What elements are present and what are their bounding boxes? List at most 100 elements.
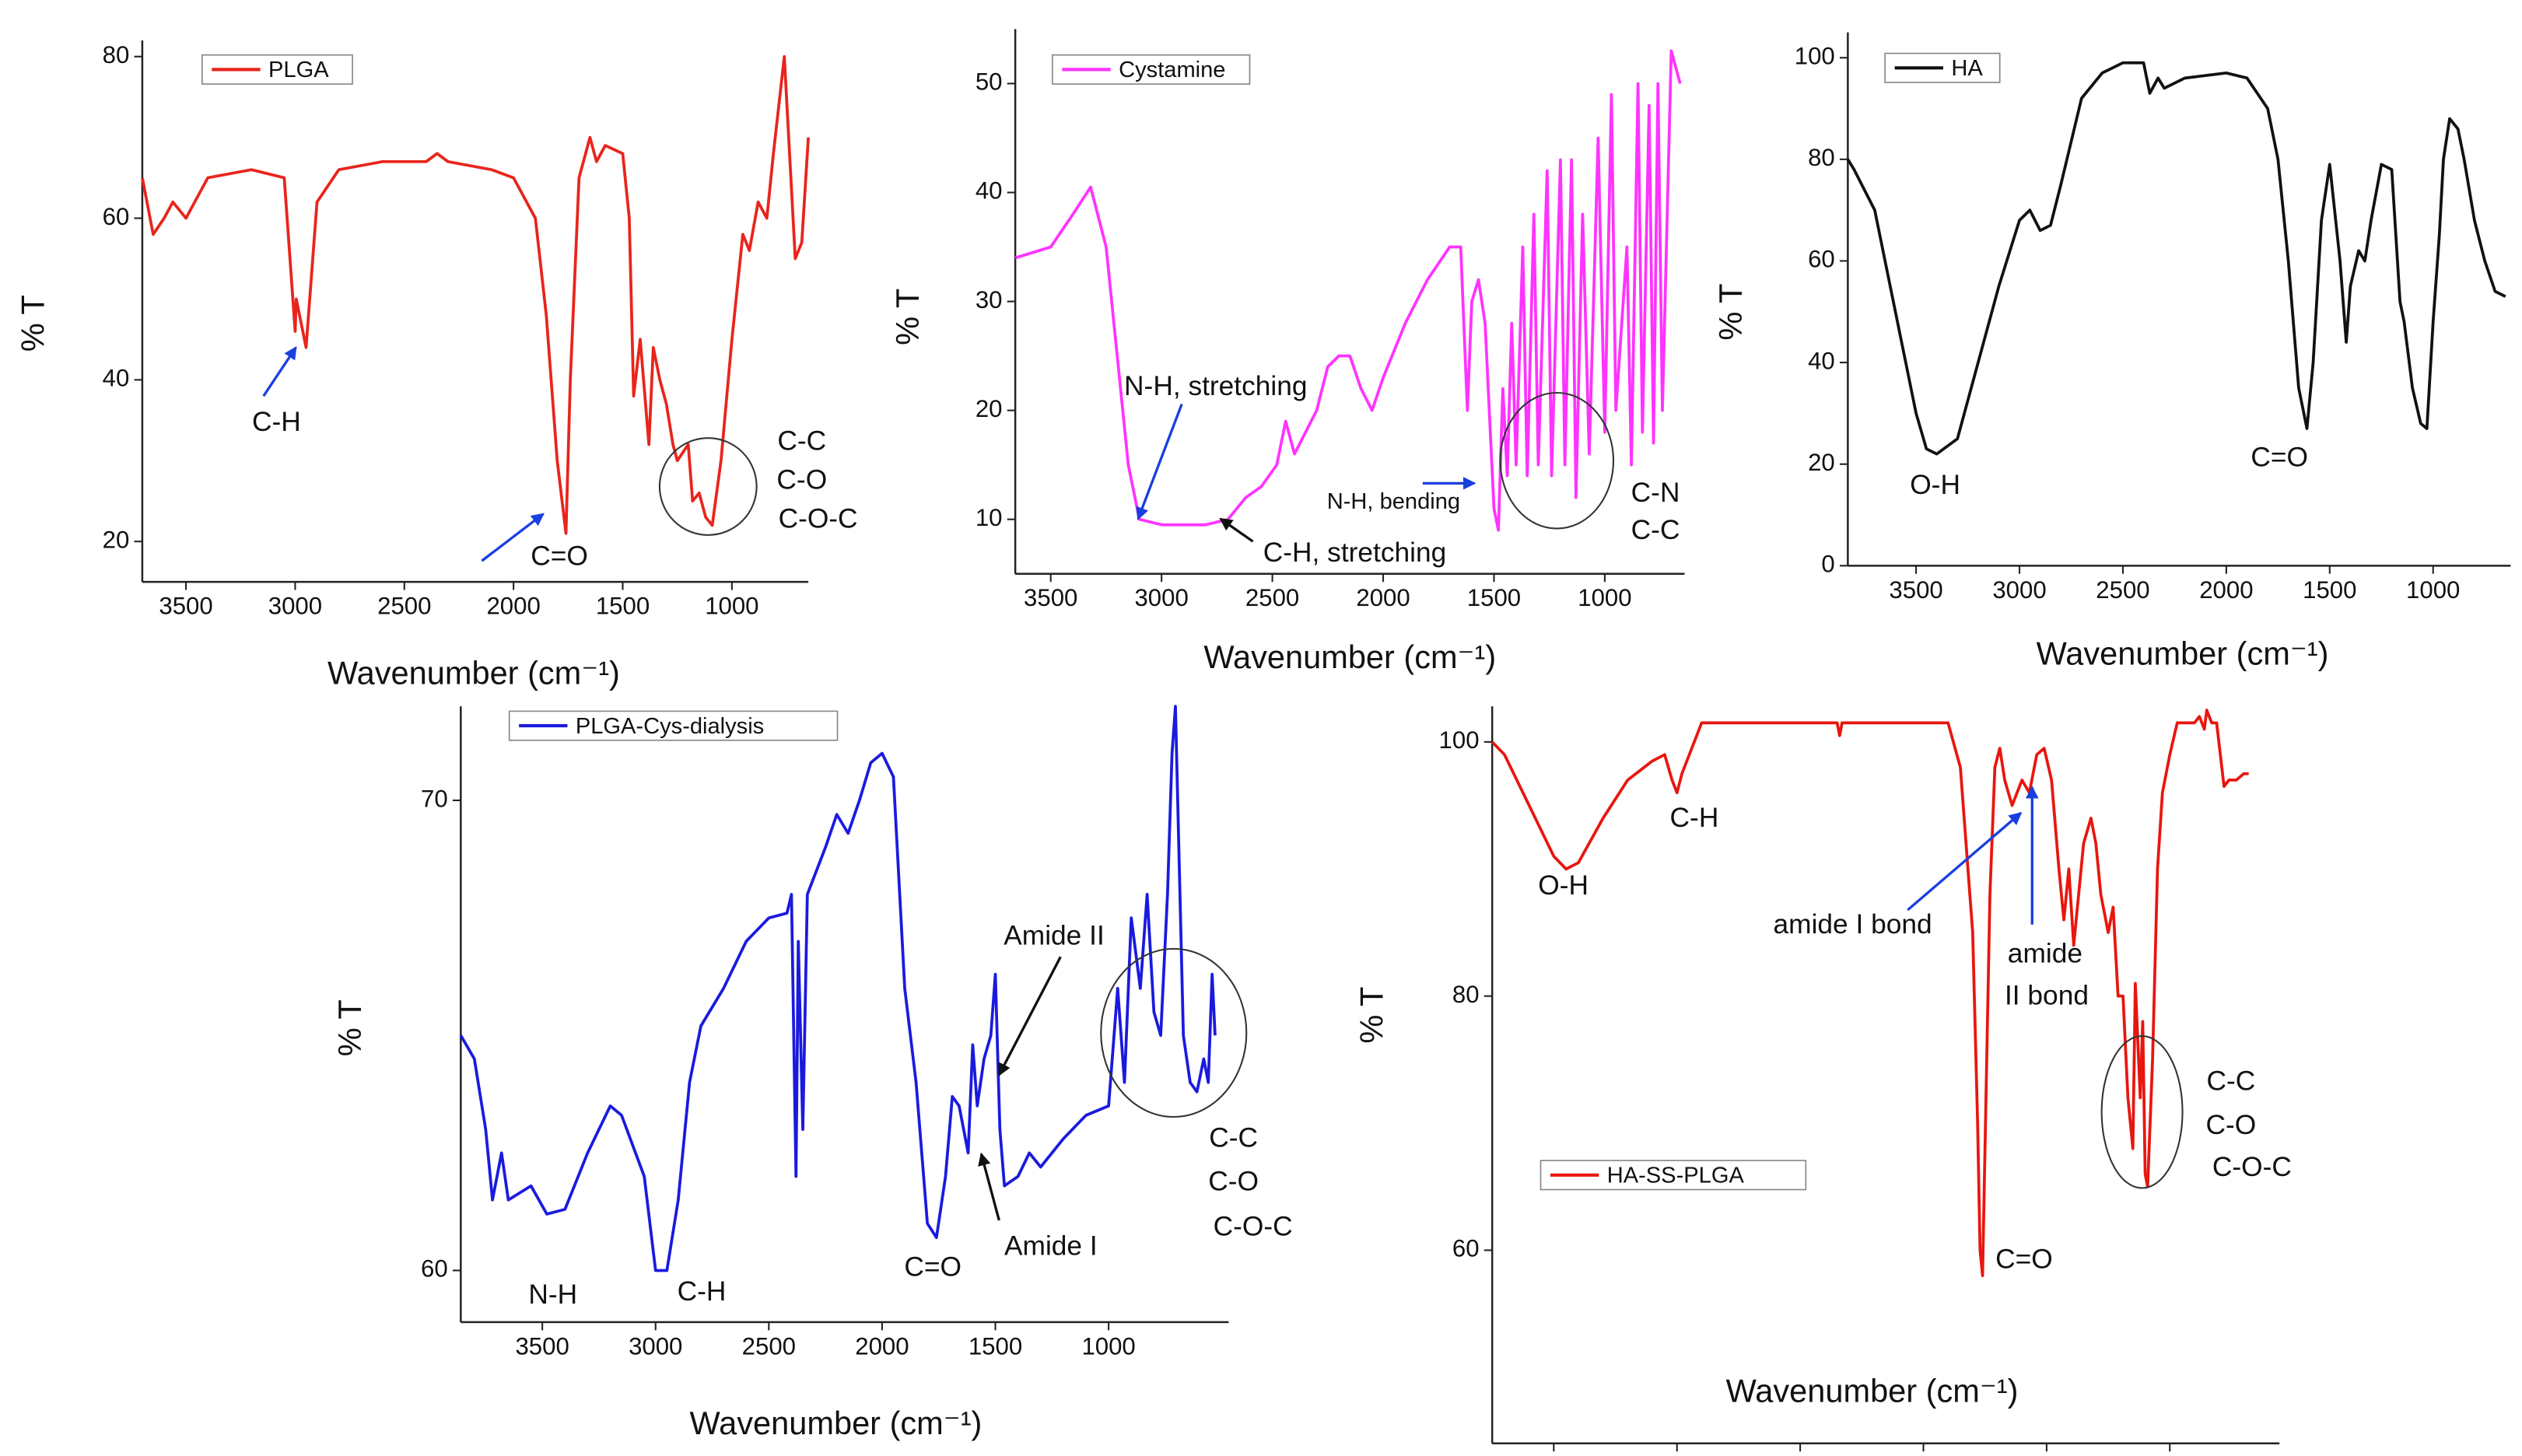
x-axis-label: Wavenumber (cm⁻¹) xyxy=(2037,635,2329,672)
annotation: C-O-C xyxy=(2212,1152,2292,1182)
annotation-arrow xyxy=(481,513,545,562)
y-tick-label: 80 xyxy=(103,41,130,68)
x-tick-label: 2000 xyxy=(2199,576,2253,604)
y-tick-label: 60 xyxy=(421,1255,448,1283)
annotation-arrow xyxy=(1219,517,1254,543)
x-tick-label: 1500 xyxy=(1467,584,1521,611)
y-tick-label: 50 xyxy=(976,68,1003,96)
highlight-ellipse xyxy=(1100,947,1248,1118)
x-tick-label: 2500 xyxy=(377,593,431,620)
y-tick-label: 80 xyxy=(1808,144,1835,171)
legend-label: HA-SS-PLGA xyxy=(1607,1164,1745,1188)
spectrum-line xyxy=(1490,709,2249,1277)
x-tick-label: 3000 xyxy=(1650,1454,1704,1456)
annotation: C-O xyxy=(1208,1167,1259,1197)
annotation-arrow xyxy=(978,1152,1000,1221)
y-tick-label: 0 xyxy=(1821,551,1834,578)
annotation: N-H xyxy=(528,1279,577,1310)
y-tick-label: 60 xyxy=(103,203,130,230)
annotation: C-N xyxy=(1631,478,1680,508)
x-tick-label: 2000 xyxy=(855,1332,909,1360)
legend-label: PLGA-Cys-dialysis xyxy=(576,714,764,739)
spectrum-line xyxy=(1846,61,2506,456)
x-tick-label: 3000 xyxy=(1992,576,2046,604)
y-tick-label: 20 xyxy=(1808,449,1835,476)
annotation: C-C xyxy=(1631,515,1680,545)
y-tick-label: 40 xyxy=(1808,347,1835,374)
x-tick-label: 3000 xyxy=(268,593,322,620)
x-tick-label: 1500 xyxy=(596,593,650,620)
annotation: C-H xyxy=(1670,803,1719,833)
annotation: O-H xyxy=(1910,470,1960,500)
x-tick-label: 2000 xyxy=(1356,584,1410,611)
annotation: N-H, bending xyxy=(1327,489,1460,514)
y-tick-label: 30 xyxy=(976,286,1003,313)
x-tick-label: 1000 xyxy=(2406,576,2460,604)
annotation: C-C xyxy=(1209,1122,1258,1153)
x-axis-label: Wavenumber (cm⁻¹) xyxy=(328,655,620,691)
annotation-arrow xyxy=(997,956,1062,1076)
y-tick-label: 20 xyxy=(103,526,130,553)
y-tick-label: 60 xyxy=(1452,1235,1480,1262)
annotation-arrow xyxy=(1907,811,2023,912)
annotation: amide I bond xyxy=(1774,909,1932,940)
annotation: amide xyxy=(2008,939,2082,969)
annotation-arrow xyxy=(262,346,297,397)
y-tick-label: 100 xyxy=(1795,42,1835,69)
y-axis-label: % T xyxy=(1712,284,1749,341)
x-tick-label: 1500 xyxy=(2303,576,2356,604)
x-tick-label: 3000 xyxy=(1134,584,1188,611)
x-axis-label: Wavenumber (cm⁻¹) xyxy=(1726,1372,2019,1409)
annotation: C-O-C xyxy=(779,503,858,534)
annotation: C-O-C xyxy=(1214,1212,1293,1242)
x-tick-label: 1000 xyxy=(2143,1454,2197,1456)
legend-label: Cystamine xyxy=(1119,58,1225,82)
x-tick-label: 2000 xyxy=(486,593,540,620)
highlight-ellipse xyxy=(1499,391,1615,530)
annotation-arrow xyxy=(1136,403,1183,521)
y-tick-label: 70 xyxy=(421,785,448,812)
x-tick-label: 1500 xyxy=(2019,1454,2073,1456)
annotation: Amide I xyxy=(1004,1231,1098,1262)
annotation: C=O xyxy=(1995,1244,2053,1274)
legend-label: HA xyxy=(1951,56,1983,81)
y-tick-label: 60 xyxy=(1808,246,1835,273)
legend-label: PLGA xyxy=(268,58,329,82)
x-tick-label: 1000 xyxy=(1081,1332,1135,1360)
y-tick-label: 100 xyxy=(1439,726,1480,754)
y-tick-label: 80 xyxy=(1452,981,1480,1008)
x-tick-label: 1500 xyxy=(969,1332,1022,1360)
annotation: C-H xyxy=(678,1276,727,1307)
x-tick-label: 1000 xyxy=(705,593,758,620)
highlight-ellipse xyxy=(2100,1035,2184,1189)
annotation: C=O xyxy=(904,1252,962,1283)
x-tick-label: 2500 xyxy=(1245,584,1299,611)
x-tick-label: 3500 xyxy=(159,593,212,620)
y-tick-label: 40 xyxy=(103,365,130,392)
annotation: C-O xyxy=(2206,1110,2257,1140)
annotation: C-H xyxy=(252,407,301,437)
annotation: II bond xyxy=(2005,981,2089,1011)
x-tick-label: 2500 xyxy=(2096,576,2149,604)
annotation: C-C xyxy=(2207,1066,2256,1097)
y-axis-label: % T xyxy=(889,289,926,345)
legend-box xyxy=(508,710,839,741)
x-tick-label: 1000 xyxy=(1578,584,1631,611)
x-tick-label: 3000 xyxy=(629,1332,682,1360)
x-axis-label: Wavenumber (cm⁻¹) xyxy=(1203,639,1496,675)
highlight-ellipse xyxy=(658,437,758,536)
annotation: O-H xyxy=(1538,870,1589,901)
y-tick-label: 40 xyxy=(976,177,1003,205)
y-axis-label: % T xyxy=(331,999,368,1056)
x-tick-label: 2500 xyxy=(742,1332,796,1360)
annotation: C-O xyxy=(776,465,827,495)
x-tick-label: 3500 xyxy=(1527,1454,1581,1456)
x-tick-label: 3500 xyxy=(515,1332,569,1360)
y-axis-label: % T xyxy=(1353,987,1389,1044)
spectrum-line xyxy=(141,54,810,535)
y-tick-label: 10 xyxy=(976,504,1003,531)
annotation: C=O xyxy=(2251,443,2308,473)
annotation: N-H, stretching xyxy=(1124,371,1307,401)
x-tick-label: 2000 xyxy=(1897,1454,1950,1456)
